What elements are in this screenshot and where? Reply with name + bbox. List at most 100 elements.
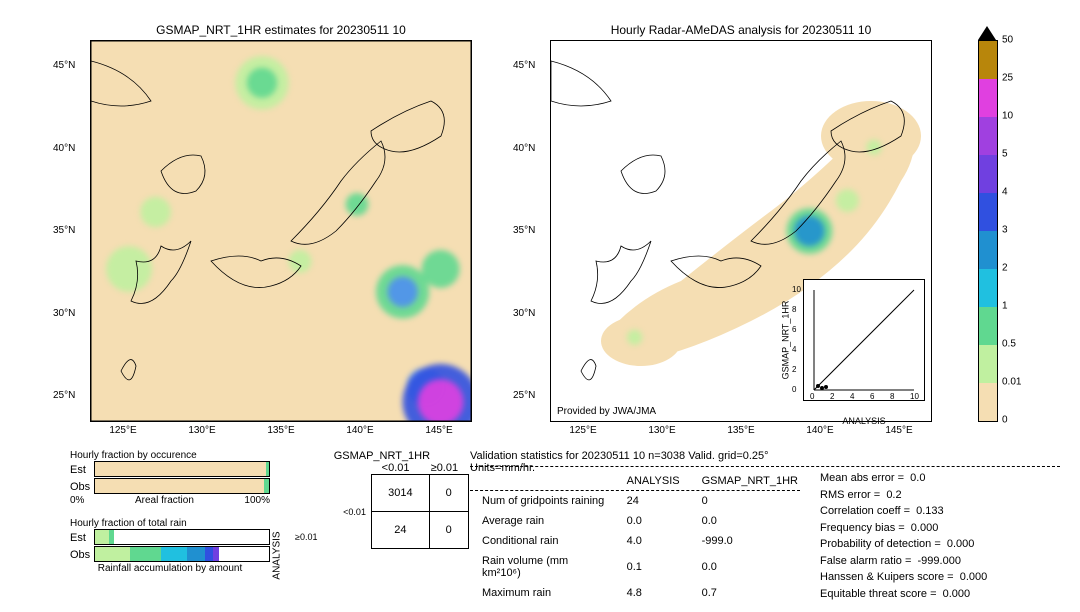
colorbar-label: 50 xyxy=(1002,35,1013,46)
scatter-tick: 8 xyxy=(890,392,894,401)
val-a: 24 xyxy=(617,492,690,510)
cont-r0: <0.01 xyxy=(343,507,371,517)
cont-10: 24 xyxy=(372,512,429,549)
cont-01: 0 xyxy=(429,475,468,512)
hist-xl: 0% xyxy=(70,495,84,506)
vh-a: ANALYSIS xyxy=(617,472,690,490)
val-g: 0.7 xyxy=(692,584,808,602)
val-g: -999.0 xyxy=(692,532,808,550)
val-g: 0 xyxy=(692,492,808,510)
val-a: 4.0 xyxy=(617,532,690,550)
val-label: Conditional rain xyxy=(472,532,615,550)
tick: 130°E xyxy=(647,425,677,436)
hist-occ-title: Hourly fraction by occurence xyxy=(70,450,270,461)
score-row: Frequency bias = 0.000 xyxy=(820,520,987,537)
tick: 40°N xyxy=(53,143,75,154)
hist-row-obs: Obs xyxy=(70,481,94,493)
tick: 145°E xyxy=(884,425,914,436)
colorbar-label: 1 xyxy=(1002,301,1008,312)
colorbar-segment xyxy=(979,193,997,231)
scatter-inset: ANALYSIS GSMAP_NRT_1HR 00224466881010 xyxy=(803,279,925,401)
score-row: Hanssen & Kuipers score = 0.000 xyxy=(820,569,987,586)
colorbar-segment xyxy=(979,231,997,269)
tick: 140°E xyxy=(345,425,375,436)
tick: 125°E xyxy=(108,425,138,436)
colorbar-segment xyxy=(979,345,997,383)
tick: 135°E xyxy=(726,425,756,436)
score-row: Equitable threat score = 0.000 xyxy=(820,586,987,603)
tick: 135°E xyxy=(266,425,296,436)
map-left-title: GSMAP_NRT_1HR estimates for 20230511 10 xyxy=(91,23,471,37)
hist-tot-footer: Rainfall accumulation by amount xyxy=(70,563,270,574)
colorbar-label: 5 xyxy=(1002,149,1008,160)
tick: 130°E xyxy=(187,425,217,436)
provided-label: Provided by JWA/JMA xyxy=(557,406,656,417)
scatter-tick: 2 xyxy=(830,392,834,401)
hist-xm: Areal fraction xyxy=(135,495,194,506)
figure-container: GSMAP_NRT_1HR estimates for 20230511 10 xyxy=(10,10,1070,602)
colorbar-segment xyxy=(979,269,997,307)
colorbar-label: 0 xyxy=(1002,415,1008,426)
scatter-tick: 0 xyxy=(792,385,796,394)
colorbar-label: 2 xyxy=(1002,263,1008,274)
hist-row-est: Est xyxy=(70,464,94,476)
scores-list: Mean abs error = 0.0RMS error = 0.2Corre… xyxy=(820,470,987,602)
tick: 25°N xyxy=(53,390,75,401)
val-g: 0.0 xyxy=(692,512,808,530)
scatter-tick: 6 xyxy=(870,392,874,401)
tick: 140°E xyxy=(805,425,835,436)
tick: 125°E xyxy=(568,425,598,436)
cont-col-header: GSMAP_NRT_1HR xyxy=(295,450,469,462)
cont-c0: <0.01 xyxy=(371,462,420,474)
tick: 145°E xyxy=(424,425,454,436)
scatter-tick: 10 xyxy=(792,285,801,294)
scatter-tick: 0 xyxy=(810,392,814,401)
tick: 30°N xyxy=(513,308,535,319)
scatter-tick: 8 xyxy=(792,305,796,314)
score-row: Mean abs error = 0.0 xyxy=(820,470,987,487)
tick: 45°N xyxy=(513,60,535,71)
tick: 45°N xyxy=(53,60,75,71)
colorbar-label: 0.5 xyxy=(1002,339,1016,350)
vh-g: GSMAP_NRT_1HR xyxy=(692,472,808,490)
scatter-tick: 4 xyxy=(850,392,854,401)
colorbar-segment xyxy=(979,383,997,421)
cont-00: 3014 xyxy=(372,475,429,512)
val-a: 0.1 xyxy=(617,552,690,582)
colorbar-segment xyxy=(979,307,997,345)
colorbar-label: 4 xyxy=(1002,187,1008,198)
score-row: Correlation coeff = 0.133 xyxy=(820,503,987,520)
cont-c1: ≥0.01 xyxy=(420,462,469,474)
colorbar-segment xyxy=(979,117,997,155)
colorbar-segment xyxy=(979,79,997,117)
hist-totalrain: Hourly fraction of total rain Est Obs Ra… xyxy=(70,518,270,574)
hist2-row-obs: Obs xyxy=(70,549,94,561)
colorbar-segment xyxy=(979,41,997,79)
map-right-title: Hourly Radar-AMeDAS analysis for 2023051… xyxy=(551,23,931,37)
tick: 35°N xyxy=(513,225,535,236)
tick: 40°N xyxy=(513,143,535,154)
hist-tot-title: Hourly fraction of total rain xyxy=(70,518,270,529)
score-row: Probability of detection = 0.000 xyxy=(820,536,987,553)
scatter-tick: 6 xyxy=(792,325,796,334)
colorbar-label: 10 xyxy=(1002,111,1013,122)
cont-r1: ≥0.01 xyxy=(295,532,323,542)
colorbar-label: 25 xyxy=(1002,73,1013,84)
hist-xr: 100% xyxy=(244,495,270,506)
tick: 30°N xyxy=(53,308,75,319)
contingency: GSMAP_NRT_1HR ANALYSIS <0.01≥0.01 <0.01 … xyxy=(295,450,469,549)
cont-11: 0 xyxy=(429,512,468,549)
score-row: False alarm ratio = -999.000 xyxy=(820,553,987,570)
hist2-row-est: Est xyxy=(70,532,94,544)
hist-occurrence: Hourly fraction by occurence Est Obs 0% … xyxy=(70,450,270,506)
colorbar-segment xyxy=(979,155,997,193)
tick: 35°N xyxy=(53,225,75,236)
val-label: Average rain xyxy=(472,512,615,530)
colorbar-label: 3 xyxy=(1002,225,1008,236)
scatter-tick: 4 xyxy=(792,345,796,354)
val-a: 4.8 xyxy=(617,584,690,602)
score-row: RMS error = 0.2 xyxy=(820,487,987,504)
colorbar: 502510543210.50.010 xyxy=(978,40,996,420)
scatter-ylabel: GSMAP_NRT_1HR xyxy=(780,301,790,380)
colorbar-label: 0.01 xyxy=(1002,377,1021,388)
